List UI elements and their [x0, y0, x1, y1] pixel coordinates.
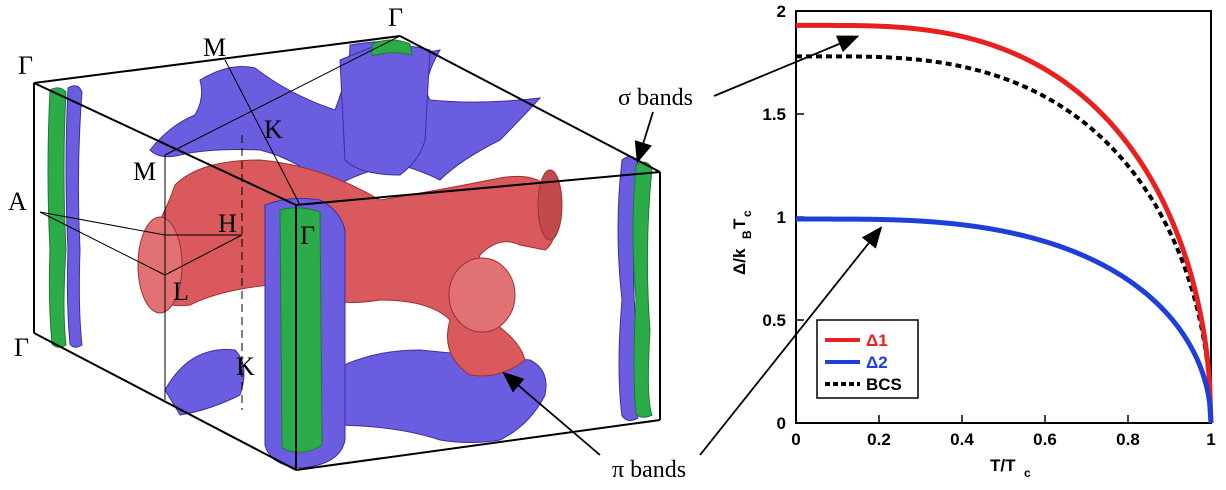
- m-label-top: M: [203, 33, 226, 62]
- y-tick-label: 0.5: [762, 311, 786, 330]
- gap-temperature-chart: 0 0.2 0.4 0.6 0.8 100.511.52 T/T c Δ/k B T c …: [730, 2, 1216, 480]
- series-line-2delta2: [796, 216, 1214, 424]
- brillouin-zone-back-edges: [33, 35, 401, 333]
- arrow-pi-to-delta2: [699, 226, 883, 456]
- x-axis-title-subscript: c: [1024, 466, 1031, 480]
- legend: Δ1 Δ2 BCS: [816, 319, 919, 399]
- symmetry-lines: [39, 35, 401, 410]
- legend-label-bcs: BCS: [866, 375, 902, 394]
- gamma-label-bottom-left: Γ: [14, 333, 29, 362]
- sigma-band-surface-top: [371, 39, 413, 57]
- x-tick-label: 0.2: [867, 430, 891, 449]
- arrow-pi-to-surface: [502, 371, 601, 456]
- x-tick-label: 0.8: [1116, 430, 1140, 449]
- y-tick-label: 2: [777, 2, 786, 21]
- k-label-lower: K: [236, 352, 255, 381]
- arrow-sigma-to-surface: [634, 111, 654, 164]
- brillouin-zone-front-edges: [33, 35, 661, 471]
- sigma-band-tube-right: [617, 156, 653, 422]
- y-tick-label: 0: [777, 414, 786, 433]
- fermi-surface-panel: Γ Γ Γ Γ M M K K A H L σ bands π bands: [8, 3, 883, 483]
- k-label-upper: K: [264, 115, 283, 144]
- y-axis-title: Δ/k B T c: [730, 210, 754, 275]
- series-line-1delta1: [796, 22, 1214, 424]
- m-label-left: M: [133, 157, 156, 186]
- y-axis-title-sub-b: B: [740, 230, 754, 239]
- arrow-sigma-to-delta1: [713, 35, 860, 97]
- l-label: L: [173, 277, 189, 306]
- pi-bands-label: π bands: [612, 457, 686, 483]
- x-tick-label: 0: [791, 430, 800, 449]
- annotation-arrows: [502, 35, 883, 456]
- data-curves: [796, 22, 1214, 424]
- x-tick-label: 0.4: [950, 430, 974, 449]
- x-tick-label: 0.6: [1033, 430, 1057, 449]
- sigma-bands-label: σ bands: [618, 85, 693, 111]
- pi-band-surface-top: [149, 40, 542, 191]
- y-axis-title-sub-c: c: [740, 210, 754, 217]
- y-tick-label: 1: [777, 208, 786, 227]
- gamma-label-center: Γ: [300, 221, 315, 250]
- gamma-label-top-right: Γ: [388, 3, 403, 32]
- gamma-label-top-left: Γ: [18, 51, 33, 80]
- y-axis-title-t: T: [730, 218, 749, 229]
- x-tick-label: 1: [1206, 430, 1215, 449]
- pi-band-tube-network: [137, 159, 563, 377]
- h-label: H: [218, 209, 237, 238]
- x-axis-title: T/T: [990, 456, 1016, 475]
- a-label: A: [8, 187, 27, 216]
- sigma-band-tube-left: [47, 85, 83, 348]
- legend-label-delta1: Δ1: [866, 331, 888, 350]
- y-tick-label: 1.5: [762, 105, 786, 124]
- axis-ticks: 0 0.2 0.4 0.6 0.8 1 0 0.5 1 1.5 2: [762, 2, 1215, 449]
- y-axis-title-main: Δ/k: [730, 248, 749, 275]
- sigma-band-tube-front: [264, 197, 346, 469]
- legend-label-delta2: Δ2: [866, 353, 888, 372]
